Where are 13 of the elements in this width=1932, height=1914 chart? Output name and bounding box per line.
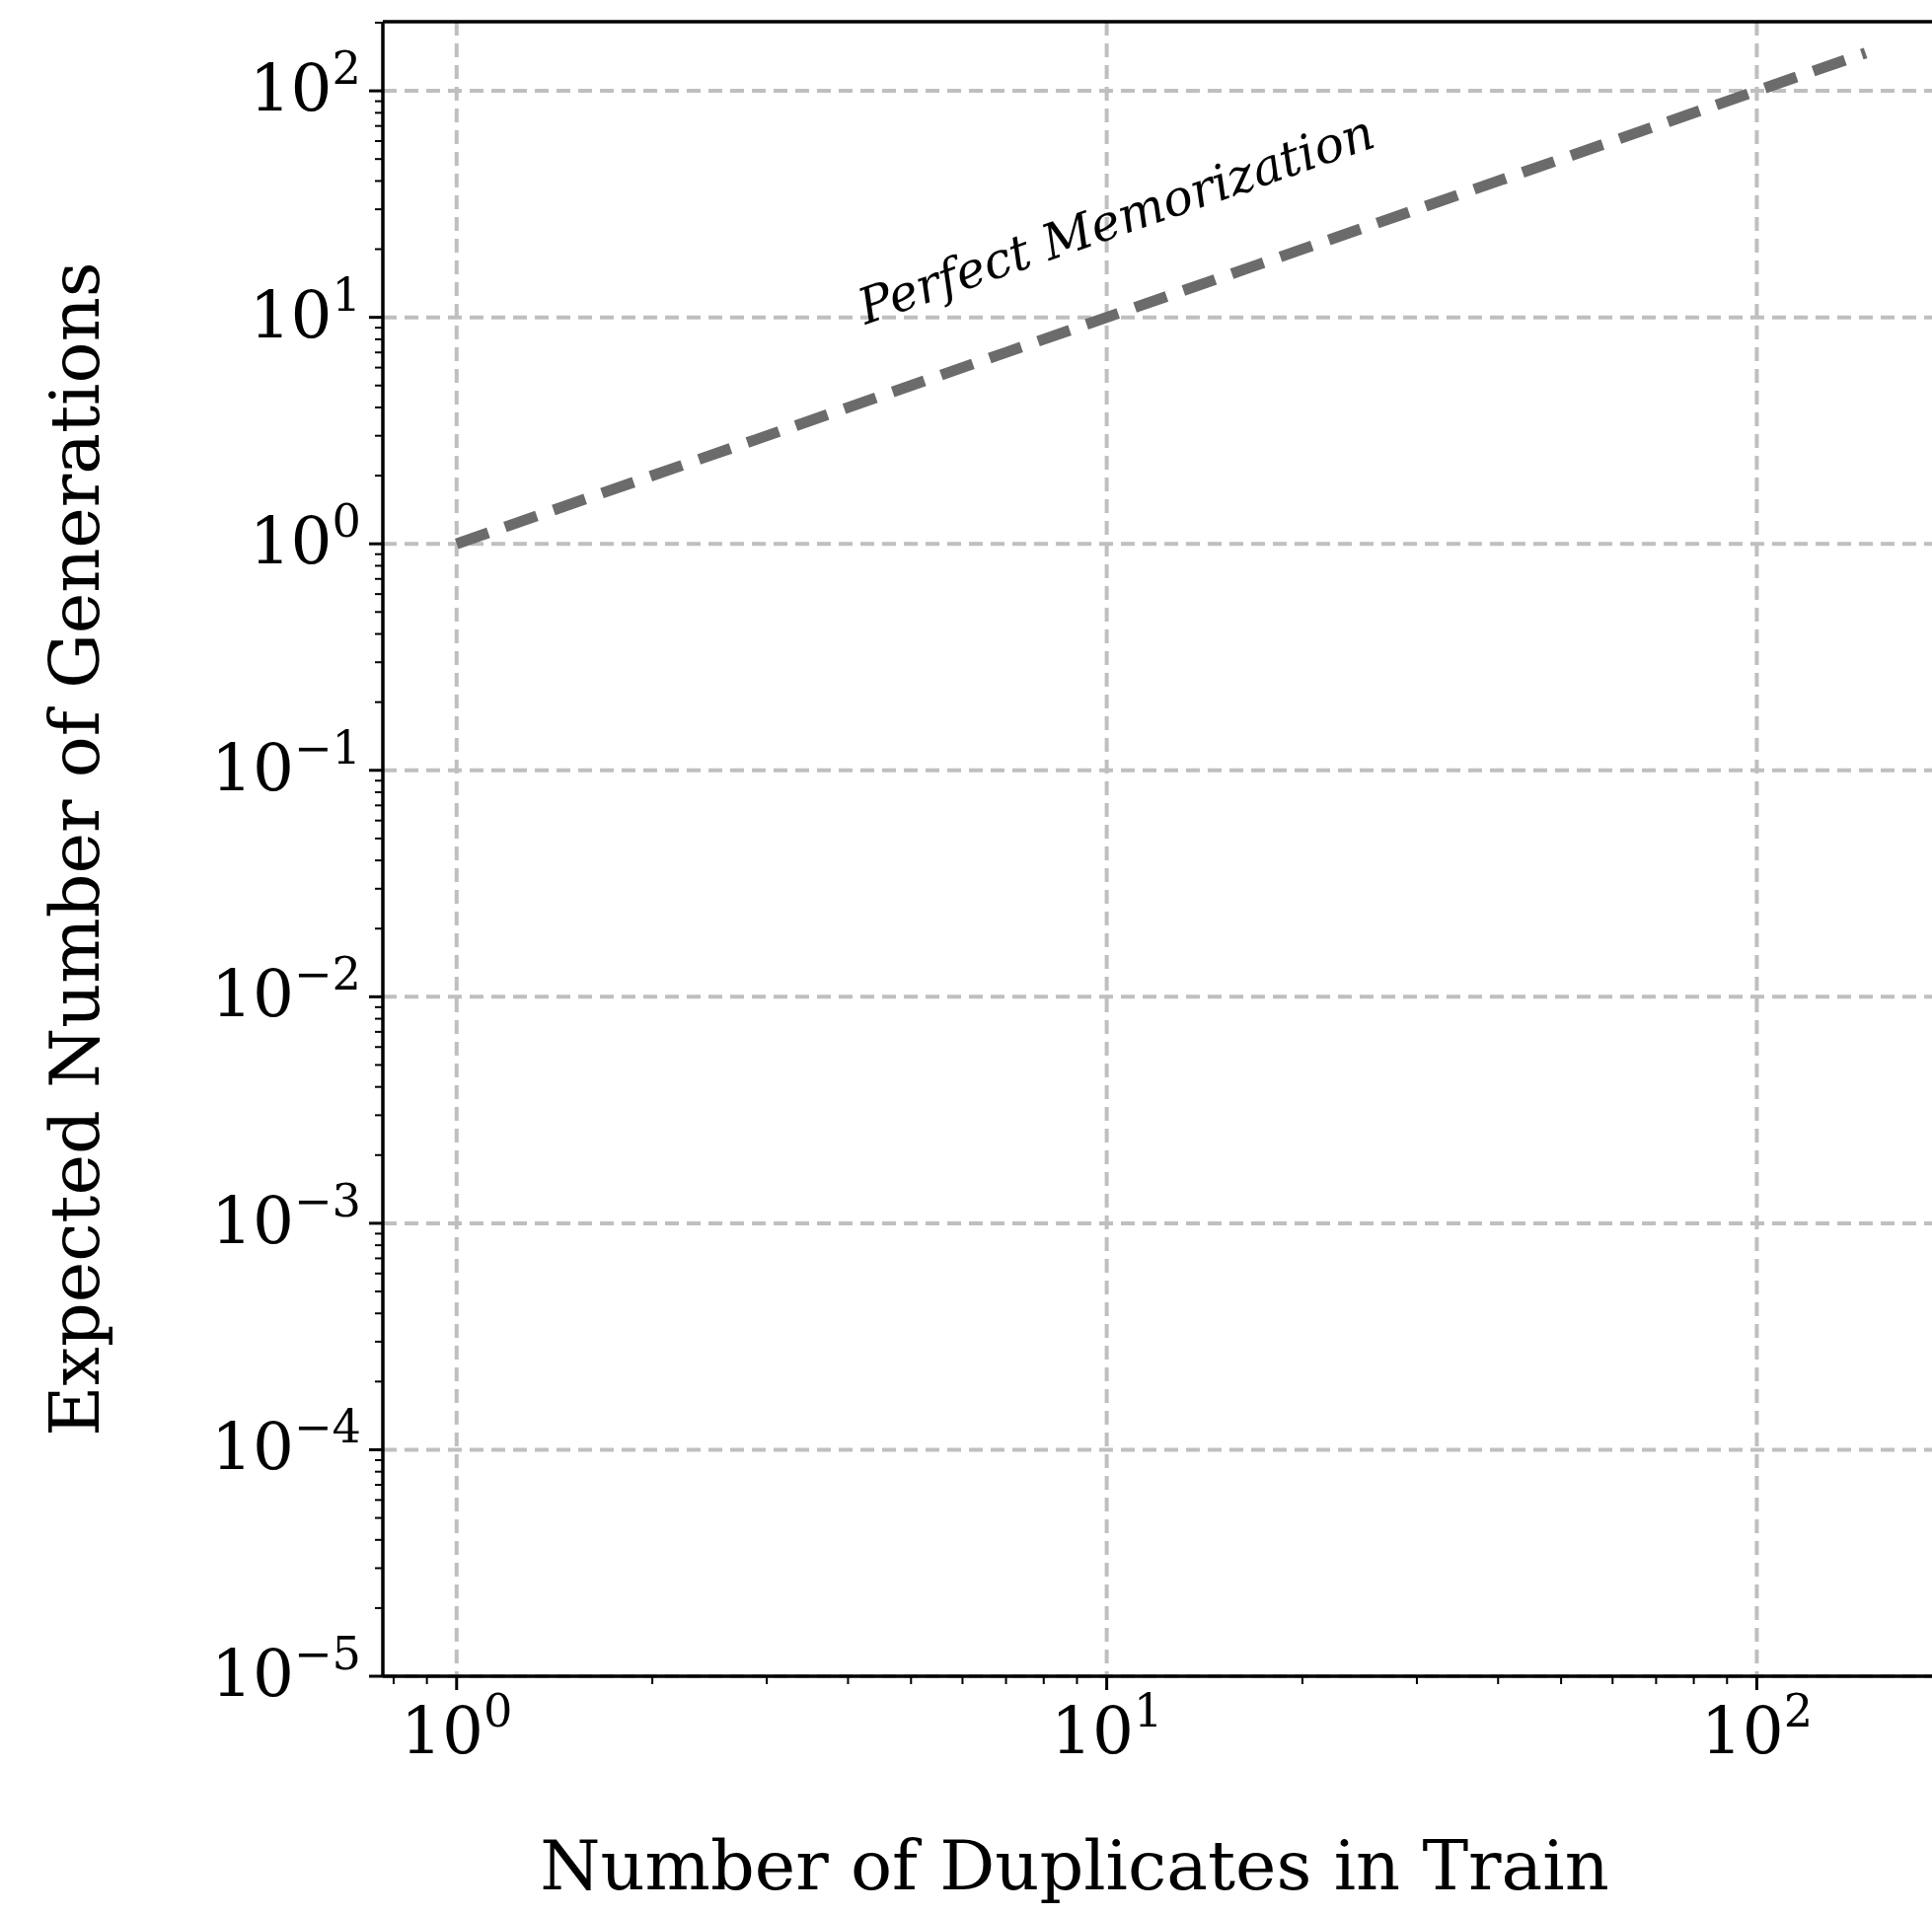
x-tick-label: 10$^{0}$ (401, 1684, 513, 1769)
y-tick-label: 10$^{1}$ (249, 267, 361, 353)
y-tick-label: 10$^{0}$ (249, 494, 361, 580)
y-tick-label: 10$^{−4}$ (210, 1400, 361, 1486)
x-axis-title: Number of Duplicates in Train (540, 1825, 1609, 1906)
x-tick-label: 10$^{1}$ (1050, 1684, 1163, 1769)
y-tick-label: 10$^{−2}$ (210, 947, 361, 1033)
y-tick-label: 10$^{−5}$ (210, 1627, 361, 1712)
y-tick-label: 10$^{2}$ (249, 41, 361, 127)
y-axis-title: Expected Number of Generations (35, 261, 115, 1436)
y-tick-label: 10$^{−3}$ (210, 1173, 361, 1259)
y-tick-label: 10$^{−1}$ (210, 720, 361, 806)
x-tick-label: 10$^{2}$ (1700, 1684, 1814, 1769)
